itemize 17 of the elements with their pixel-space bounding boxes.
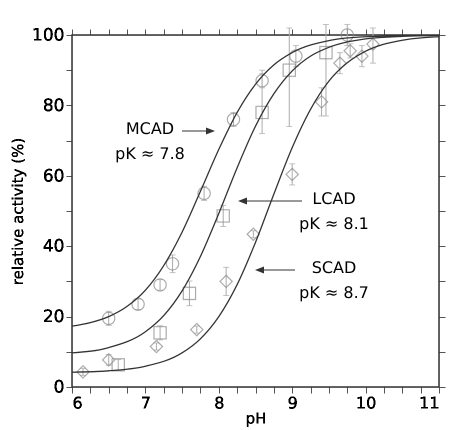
y-tick-label: 60 (42, 166, 64, 186)
x-axis-title: pH (246, 410, 266, 428)
x-tick-label: 8 (214, 394, 224, 412)
x-tick-label: 11 (419, 394, 440, 412)
y-axis-title: relative activity (%) (9, 138, 28, 286)
y-tick-label: 40 (42, 236, 64, 257)
y-tick-label: 0 (54, 378, 64, 398)
annotation: SCAD pK ≈ 8.7 (299, 258, 369, 302)
y-tick-label: 20 (42, 307, 64, 328)
x-tick-label: 10 (356, 394, 376, 412)
annotation: LCAD pK ≈ 8.1 (299, 189, 369, 233)
x-tick-label: 6 (72, 394, 83, 412)
x-tick-label: 7 (140, 394, 151, 412)
x-tick-label: 9 (288, 394, 298, 412)
y-tick-label: 100 (32, 26, 64, 46)
annotation: MCAD pK ≈ 7.8 (115, 119, 185, 163)
y-tick-label: 80 (42, 96, 64, 116)
